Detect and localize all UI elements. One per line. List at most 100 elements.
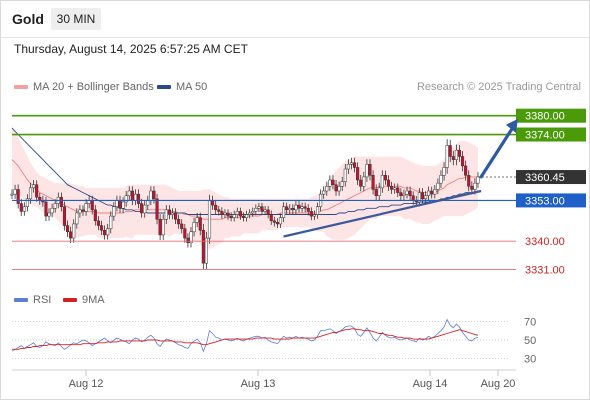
candle-body — [90, 200, 94, 211]
support-trendline — [283, 189, 482, 238]
x-tick-label: Aug 12 — [69, 378, 104, 390]
candle-body — [439, 175, 443, 184]
candle-body — [340, 181, 344, 187]
candle-body — [143, 204, 147, 214]
candle-body — [59, 197, 63, 207]
candle-body — [346, 164, 350, 170]
candle-body — [136, 193, 141, 204]
candle-body — [81, 209, 85, 212]
bollinger-band — [12, 125, 478, 250]
interval-button[interactable]: 30 MIN — [51, 8, 101, 30]
candle-body — [65, 225, 70, 233]
candle-body — [288, 208, 292, 211]
candle-body — [229, 215, 233, 218]
candle-body — [408, 190, 412, 196]
timestamp: Thursday, August 14, 2025 6:57:25 AM CET — [14, 42, 248, 56]
candle-body — [133, 193, 137, 201]
candle-body — [78, 209, 82, 214]
candle-body — [177, 218, 181, 225]
ma50-swatch — [157, 85, 171, 90]
candle-body — [334, 184, 338, 192]
legend-ma20-label: MA 20 + Bollinger Bands — [33, 81, 154, 93]
level-label-box — [516, 170, 586, 185]
candle-body — [282, 206, 286, 218]
candle-body — [180, 223, 184, 229]
candle-body — [220, 211, 224, 215]
candle-body — [174, 212, 178, 220]
candle-body — [331, 179, 335, 185]
copyright: Research © 2025 Trading Central — [416, 81, 581, 93]
candle-body — [16, 189, 20, 204]
rsi-tick-label: 50 — [524, 335, 536, 347]
level-label-box — [516, 193, 586, 208]
candle-body — [183, 228, 187, 239]
level-label-support: 3340.00 — [525, 236, 565, 248]
candle-body — [257, 206, 261, 209]
candle-body — [275, 222, 279, 225]
candle-body — [251, 211, 255, 214]
candle-body — [430, 190, 434, 195]
candle-body — [189, 231, 193, 244]
candle-body — [62, 206, 67, 226]
candle-body — [322, 190, 326, 195]
candle-body — [390, 186, 394, 190]
candle-body — [368, 164, 372, 176]
legend-ma50: MA 50 — [157, 81, 207, 93]
candle-body — [365, 164, 369, 178]
candle-body — [103, 229, 107, 236]
level-label-resistance: 3380.00 — [525, 111, 565, 123]
level-label-box — [516, 108, 586, 123]
legend-rsi: RSI — [14, 294, 51, 306]
rsi-ma9-line — [12, 328, 479, 350]
candle-body — [109, 215, 113, 229]
candle-body — [186, 237, 190, 244]
candle-body — [470, 186, 474, 190]
candle-body — [294, 204, 298, 211]
candle-body — [260, 206, 264, 212]
legend-rsi-label: RSI — [33, 294, 52, 306]
candle-body — [309, 211, 313, 217]
candle-body — [362, 176, 366, 187]
candle-body — [121, 201, 125, 209]
candle-body — [149, 190, 153, 201]
candle-body — [445, 145, 449, 168]
candle-body — [214, 204, 218, 211]
candle-body — [238, 211, 242, 217]
candle-body — [420, 192, 425, 200]
level-label-resistance: 3374.00 — [525, 130, 565, 142]
candle-body — [457, 149, 462, 157]
candle-body — [303, 206, 307, 209]
candle-body — [140, 203, 144, 214]
candle-body — [377, 187, 381, 196]
candle-body — [383, 175, 387, 181]
candle-body — [386, 179, 391, 187]
candle-body — [22, 206, 26, 212]
candle-body — [226, 212, 230, 217]
candle-body — [464, 165, 468, 176]
candle-body — [343, 168, 347, 182]
x-tick-label: Aug 14 — [413, 378, 448, 390]
candle-body — [93, 209, 97, 222]
candle-body — [248, 212, 252, 215]
candle-body — [300, 206, 304, 209]
candle-body — [204, 237, 208, 264]
candle-body — [399, 192, 403, 196]
header: Gold 30 MIN — [1, 1, 589, 38]
candle-body — [127, 190, 131, 196]
candle-body — [423, 195, 428, 200]
candle-body — [451, 156, 455, 160]
candle-body — [53, 203, 57, 209]
rsi-line — [11, 318, 479, 353]
x-tick-label: Aug 13 — [241, 378, 276, 390]
candle-body — [192, 222, 196, 233]
candle-body — [356, 167, 360, 181]
candle-body — [44, 201, 48, 217]
candle-body — [266, 209, 270, 215]
legend-ma9: 9MA — [63, 294, 105, 306]
level-label-pivot: 3353.00 — [525, 195, 565, 207]
candle-body — [195, 217, 199, 223]
candle-body — [167, 209, 171, 215]
candle-body — [241, 215, 246, 218]
candle-body — [235, 211, 239, 215]
candle-body — [285, 206, 289, 211]
